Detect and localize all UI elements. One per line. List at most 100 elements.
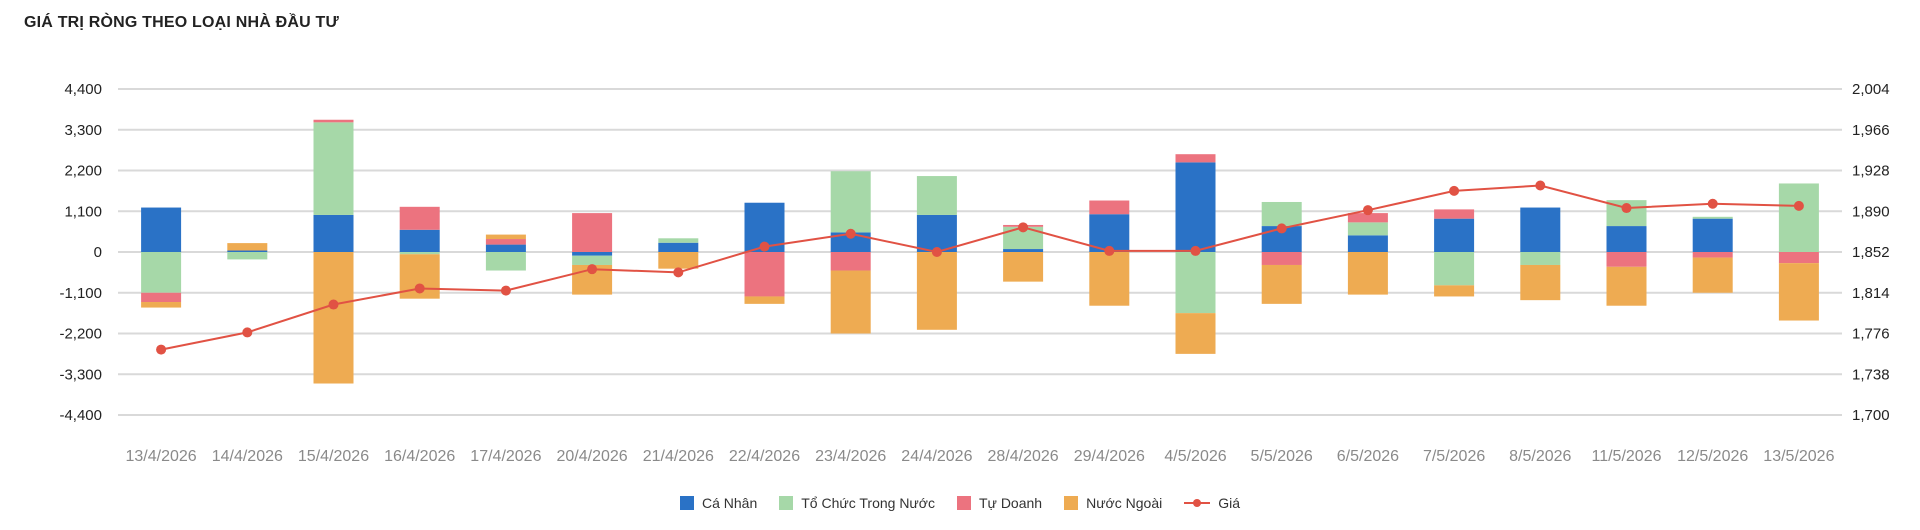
legend-item: Nước Ngoài [1064, 495, 1162, 511]
bar-segment-series-3 [1261, 264, 1302, 304]
bar-segment-series-1 [1778, 183, 1819, 252]
legend-item: Cá Nhân [679, 495, 758, 511]
bar-segment-series-1 [572, 255, 613, 265]
bar-segment-series-1 [1347, 222, 1388, 236]
bar-segment-series-0 [485, 244, 526, 252]
price-point [931, 247, 942, 257]
x-tick-label: 28/4/2026 [988, 448, 1059, 465]
x-tick-label: 24/4/2026 [901, 448, 972, 465]
bar-segment-series-0 [1520, 207, 1561, 252]
y-left-tick-label: 2,200 [64, 163, 102, 180]
price-point [1707, 198, 1718, 209]
bar-segment-series-2 [141, 292, 182, 303]
bar-segment-series-3 [1606, 266, 1647, 306]
x-tick-label: 6/5/2026 [1337, 448, 1399, 465]
bar-segment-series-0 [1347, 235, 1388, 252]
bar-segment-series-2 [1089, 200, 1130, 215]
legend-item: Tổ Chức Trong Nước [779, 495, 935, 511]
y-left-tick-label: -3,300 [59, 366, 102, 383]
bar-segment-series-1 [830, 171, 871, 233]
x-tick-label: 13/4/2026 [126, 448, 197, 465]
y-left-tick-label: 4,400 [64, 81, 102, 98]
price-point [587, 264, 598, 275]
bar-segment-series-3 [1175, 313, 1216, 354]
bar-segment-series-1 [1434, 252, 1475, 286]
bar-segment-series-0 [1003, 249, 1044, 252]
x-tick-label: 20/4/2026 [557, 448, 628, 465]
legend-item: Giá [1184, 495, 1240, 511]
bar-segment-series-2 [1261, 252, 1302, 265]
y-left-tick-label: -2,200 [59, 326, 102, 343]
legend-swatch [779, 496, 794, 510]
price-point [500, 285, 511, 296]
y-right-tick-label: 1,776 [1852, 326, 1890, 343]
price-point [1276, 223, 1287, 234]
bar-segment-series-0 [1434, 218, 1475, 252]
y-left-tick-label: -4,400 [59, 407, 102, 424]
bar-segment-series-1 [1692, 216, 1733, 219]
x-tick-label: 14/4/2026 [212, 448, 283, 465]
legend-label: Giá [1218, 495, 1241, 511]
bar-segment-series-1 [141, 252, 182, 293]
bar-segment-series-2 [744, 252, 785, 297]
price-point [1449, 185, 1460, 196]
y-right-tick-label: 1,890 [1852, 203, 1890, 220]
x-tick-label: 12/5/2026 [1677, 448, 1748, 465]
price-point [673, 267, 684, 278]
x-tick-label: 5/5/2026 [1251, 448, 1313, 465]
bar-segment-series-2 [1347, 213, 1388, 223]
price-point [1018, 222, 1029, 233]
bar-segment-series-1 [658, 238, 699, 243]
bar-segment-series-3 [916, 252, 957, 330]
bar-segment-series-3 [141, 302, 182, 308]
chart-plot: 4,400 3,300 2,200 1,100 0 -1,100 -2,200 -3,300 -… [59, 81, 1890, 465]
y-right-tick-label: 1,700 [1852, 407, 1890, 424]
x-tick-label: 21/4/2026 [643, 448, 714, 465]
y-right-tick-label: 1,928 [1852, 163, 1890, 180]
bar-segment-series-0 [830, 232, 871, 252]
bar-segment-series-3 [227, 243, 268, 251]
legend-label: Nước Ngoài [1086, 495, 1163, 511]
x-tick-label: 23/4/2026 [815, 448, 886, 465]
legend-label: Tự Doanh [979, 495, 1043, 511]
legend-swatch [957, 496, 971, 510]
y-left-tick-label: -1,100 [59, 285, 102, 302]
bar-segment-series-0 [658, 242, 699, 252]
price-point [328, 299, 339, 310]
price-point [1793, 200, 1804, 211]
y-right-tick-label: 1,814 [1852, 285, 1890, 302]
bar-segment-series-0 [916, 214, 957, 252]
price-point [242, 327, 253, 338]
price-point [1104, 245, 1115, 256]
bar-segment-series-0 [141, 207, 182, 252]
price-point [845, 228, 856, 239]
chart-title: GIÁ TRỊ RÒNG THEO LOẠI NHÀ ĐẦU TƯ [24, 14, 339, 31]
price-point [1535, 180, 1546, 191]
bar-segment-series-3 [830, 270, 871, 334]
chart-legend: Cá Nhân Tổ Chức Trong Nước Tự Doanh Nước Ng… [0, 495, 1920, 511]
price-point [414, 283, 425, 294]
y-right-tick-label: 2,004 [1852, 81, 1890, 98]
bar-segment-series-3 [313, 252, 354, 384]
y-left-tick-label: 3,300 [64, 122, 102, 139]
x-tick-label: 8/5/2026 [1509, 448, 1571, 465]
bar-segment-series-0 [1089, 214, 1130, 252]
bar-segment-series-2 [830, 252, 871, 271]
y-right-tick-label: 1,966 [1852, 122, 1890, 139]
x-tick-label: 13/5/2026 [1763, 448, 1834, 465]
bar-segment-series-3 [744, 296, 785, 304]
y-right-tick-label: 1,852 [1852, 244, 1890, 261]
bar-segment-series-2 [1606, 252, 1647, 267]
bar-segment-series-2 [399, 206, 440, 230]
x-tick-label: 4/5/2026 [1164, 448, 1226, 465]
bar-segment-series-0 [572, 252, 613, 256]
legend-swatch [679, 496, 694, 510]
bar-segment-series-1 [916, 176, 957, 215]
bar-segment-series-3 [1089, 252, 1130, 306]
legend-label: Cá Nhân [701, 495, 758, 511]
bar-segment-series-3 [1003, 252, 1044, 282]
bar-segment-series-3 [1692, 257, 1733, 293]
bar-segment-series-1 [485, 252, 526, 271]
bar-segment-series-2 [313, 119, 354, 123]
